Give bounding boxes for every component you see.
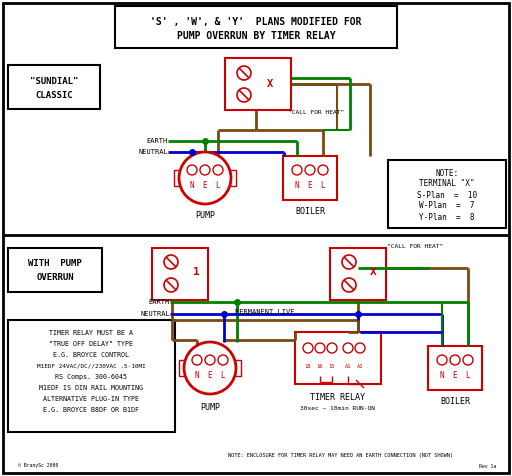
Text: E: E [208, 371, 212, 380]
Text: M1EDF 24VAC/DC//230VAC .5-10MI: M1EDF 24VAC/DC//230VAC .5-10MI [37, 364, 145, 368]
Text: PUMP OVERRUN BY TIMER RELAY: PUMP OVERRUN BY TIMER RELAY [177, 31, 335, 41]
Circle shape [342, 255, 356, 269]
Text: PUMP: PUMP [195, 211, 215, 220]
Text: L: L [321, 181, 325, 190]
Text: TIMER RELAY MUST BE A: TIMER RELAY MUST BE A [49, 330, 133, 336]
Circle shape [218, 355, 228, 365]
Text: 18: 18 [305, 364, 311, 368]
Bar [179, 360, 185, 376]
Circle shape [450, 355, 460, 365]
Circle shape [213, 165, 223, 175]
Text: "CALL FOR HEAT": "CALL FOR HEAT" [288, 109, 344, 115]
Bar [330, 248, 386, 300]
Text: EARTH: EARTH [147, 138, 168, 144]
Text: TERMINAL "X": TERMINAL "X" [419, 179, 475, 188]
Circle shape [187, 165, 197, 175]
Text: E: E [203, 181, 207, 190]
Circle shape [315, 343, 325, 353]
Text: 16: 16 [317, 364, 323, 368]
Bar [225, 58, 291, 110]
Text: "SUNDIAL": "SUNDIAL" [30, 78, 78, 87]
Text: L: L [216, 181, 220, 190]
Text: N: N [295, 181, 300, 190]
Circle shape [303, 343, 313, 353]
Text: N: N [440, 371, 444, 380]
Text: Y-Plan  =  8: Y-Plan = 8 [419, 212, 475, 221]
Text: N: N [195, 371, 199, 380]
Circle shape [184, 342, 236, 394]
Text: A2: A2 [357, 364, 363, 368]
Text: BOILER: BOILER [295, 208, 325, 217]
Text: OVERRUN: OVERRUN [36, 274, 74, 282]
Circle shape [192, 355, 202, 365]
Bar [152, 248, 208, 300]
Text: 1: 1 [193, 267, 199, 277]
Circle shape [342, 278, 356, 292]
Bar [295, 332, 381, 384]
Bar [388, 160, 506, 228]
Text: TIMER RELAY: TIMER RELAY [310, 394, 366, 403]
Text: 15: 15 [329, 364, 335, 368]
Circle shape [164, 255, 178, 269]
Bar [283, 156, 337, 200]
Bar [8, 65, 100, 109]
Circle shape [318, 165, 328, 175]
Text: RS Comps. 300-6045: RS Comps. 300-6045 [55, 374, 127, 380]
Text: L: L [466, 371, 471, 380]
Circle shape [305, 165, 315, 175]
Circle shape [437, 355, 447, 365]
Text: Rev 1a: Rev 1a [479, 464, 496, 468]
Circle shape [237, 66, 251, 80]
Bar [230, 170, 236, 186]
Text: L: L [221, 371, 225, 380]
Text: © BranySc 2000: © BranySc 2000 [18, 464, 58, 468]
Text: E.G. BROYCE CONTROL: E.G. BROYCE CONTROL [53, 352, 129, 358]
Text: ALTERNATIVE PLUG-IN TYPE: ALTERNATIVE PLUG-IN TYPE [43, 396, 139, 402]
Text: EARTH: EARTH [149, 299, 170, 305]
Circle shape [343, 343, 353, 353]
Text: "TRUE OFF DELAY" TYPE: "TRUE OFF DELAY" TYPE [49, 341, 133, 347]
Text: 'S' , 'W', & 'Y'  PLANS MODIFIED FOR: 'S' , 'W', & 'Y' PLANS MODIFIED FOR [150, 17, 362, 27]
Text: NOTE: ENCLOSURE FOR TIMER RELAY MAY NEED AN EARTH CONNECTION (NOT SHOWN): NOTE: ENCLOSURE FOR TIMER RELAY MAY NEED… [227, 453, 453, 457]
Bar [235, 360, 241, 376]
Circle shape [237, 88, 251, 102]
Bar [8, 248, 102, 292]
Text: A1: A1 [345, 364, 351, 368]
Text: E: E [453, 371, 457, 380]
Text: 30sec ~ 10min RUN-ON: 30sec ~ 10min RUN-ON [301, 407, 375, 411]
Circle shape [292, 165, 302, 175]
Text: PUMP: PUMP [200, 404, 220, 413]
Bar [115, 6, 397, 48]
Circle shape [463, 355, 473, 365]
Circle shape [179, 152, 231, 204]
Text: NOTE:: NOTE: [435, 169, 459, 178]
Text: "CALL FOR HEAT": "CALL FOR HEAT" [387, 244, 443, 248]
Text: N: N [189, 181, 195, 190]
Text: NEUTRAL: NEUTRAL [138, 149, 168, 155]
Text: X: X [370, 267, 376, 277]
Circle shape [164, 278, 178, 292]
Text: E.G. BROYCE B8DF OR B1DF: E.G. BROYCE B8DF OR B1DF [43, 407, 139, 413]
Text: E: E [308, 181, 312, 190]
Bar [428, 346, 482, 390]
Text: S-Plan  =  10: S-Plan = 10 [417, 190, 477, 199]
Bar [174, 170, 180, 186]
Text: WITH  PUMP: WITH PUMP [28, 259, 82, 268]
Text: M1EDF IS DIN RAIL MOUNTING: M1EDF IS DIN RAIL MOUNTING [39, 385, 143, 391]
Circle shape [355, 343, 365, 353]
Text: PERMANENT LIVE: PERMANENT LIVE [235, 309, 295, 315]
Circle shape [205, 355, 215, 365]
Text: BOILER: BOILER [440, 397, 470, 407]
Circle shape [200, 165, 210, 175]
Text: NEUTRAL: NEUTRAL [140, 311, 170, 317]
Text: W-Plan  =  7: W-Plan = 7 [419, 201, 475, 210]
Circle shape [327, 343, 337, 353]
Text: CLASSIC: CLASSIC [35, 91, 73, 100]
Bar [8, 320, 175, 432]
Text: X: X [267, 79, 273, 89]
